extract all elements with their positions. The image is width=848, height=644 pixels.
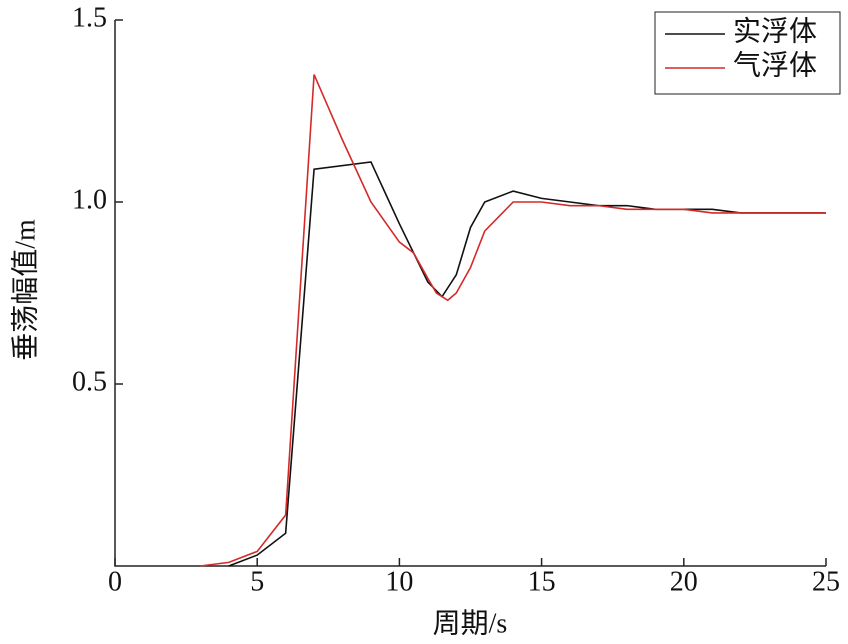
x-tick-label: 10 <box>385 566 413 597</box>
x-tick-label: 15 <box>528 566 556 597</box>
x-tick-label: 20 <box>670 566 698 597</box>
legend-label: 气浮体 <box>733 49 817 81</box>
x-tick-label: 25 <box>812 566 840 597</box>
y-tick-label: 1.0 <box>72 184 107 215</box>
y-axis-label: 垂荡幅值/m <box>9 219 41 361</box>
x-tick-label: 5 <box>250 566 264 597</box>
axes <box>114 20 826 567</box>
legend-label: 实浮体 <box>733 15 817 47</box>
y-tick-label: 1.5 <box>72 2 107 33</box>
series-line <box>200 74 826 567</box>
series-line <box>228 161 826 567</box>
x-tick-label: 0 <box>108 566 122 597</box>
x-axis-label: 周期/s <box>433 608 508 639</box>
legend-box <box>654 11 841 95</box>
y-tick-label: 0.5 <box>72 366 107 397</box>
